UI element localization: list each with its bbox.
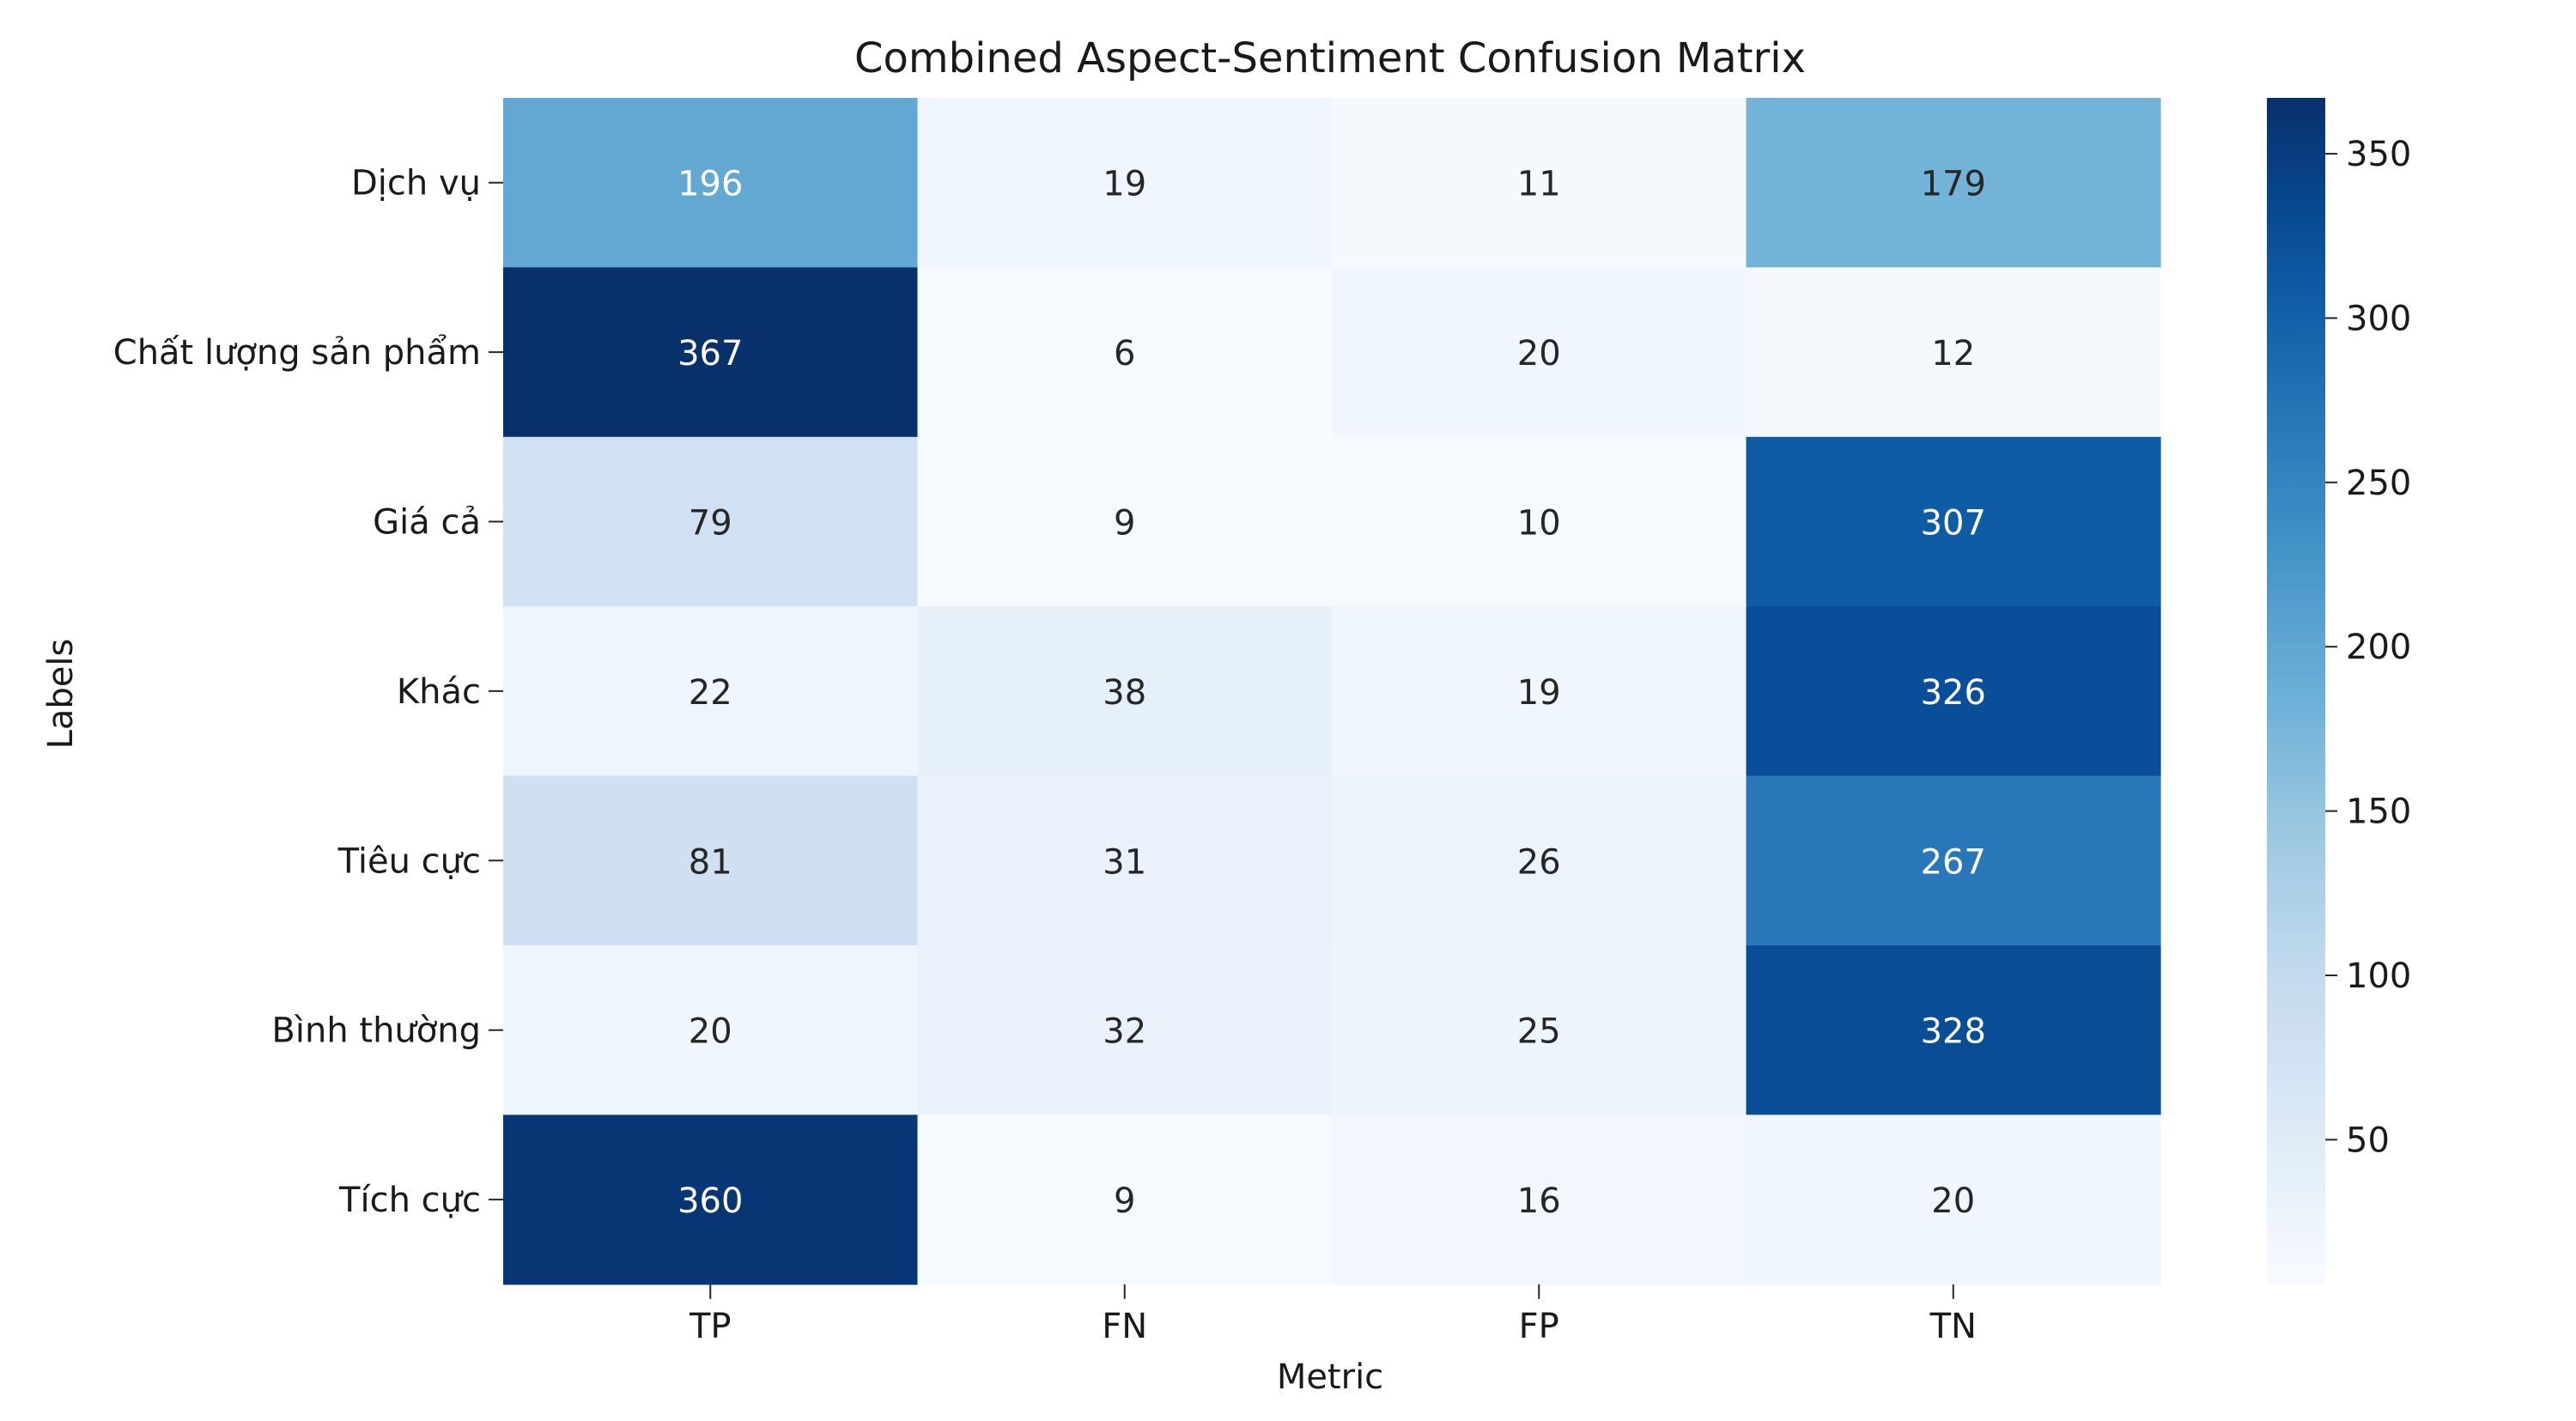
colorbar-tick-label: 200	[2346, 628, 2411, 667]
y-tick-label: Khác	[397, 672, 481, 712]
colorbar-tick-label: 100	[2346, 956, 2411, 996]
x-tick-label: FN	[1102, 1307, 1147, 1346]
cell-value-label: 38	[1103, 673, 1146, 713]
colorbar-tick-label: 300	[2346, 299, 2411, 338]
colorbar-tick-label: 350	[2346, 135, 2411, 174]
y-tick-label: Giá cả	[373, 503, 481, 543]
y-tick-label: Tích cực	[338, 1181, 481, 1220]
cell-value-label: 32	[1103, 1012, 1146, 1052]
cell-value-label: 19	[1517, 673, 1561, 713]
heatmap-cell-chất-lượng-sản-phẩm-fp	[1332, 267, 1747, 438]
cell-value-label: 79	[689, 504, 732, 544]
colorbar-tick-label: 250	[2346, 464, 2411, 503]
cell-value-label: 10	[1517, 504, 1561, 544]
cell-value-label: 20	[1931, 1181, 1975, 1221]
heatmap-cell-tích-cực-fp	[1332, 1114, 1747, 1285]
heatmap-cell-chất-lượng-sản-phẩm-fn	[917, 267, 1333, 438]
heatmap-cell-bình-thường-tp	[503, 945, 919, 1115]
cell-value-label: 22	[689, 673, 732, 713]
y-tick-label: Dịch vụ	[351, 164, 481, 203]
heatmap-cell-chất-lượng-sản-phẩm-tn	[1746, 267, 2161, 438]
cell-value-label: 9	[1114, 504, 1135, 544]
cell-value-label: 196	[677, 165, 743, 204]
heatmap-cell-bình-thường-fn	[917, 945, 1333, 1115]
heatmap-cell-tiêu-cực-fp	[1332, 775, 1747, 946]
cell-value-label: 360	[677, 1181, 743, 1221]
chart-title: Combined Aspect-Sentiment Confusion Matr…	[854, 34, 1806, 82]
heatmap-cell-tiêu-cực-fn	[917, 775, 1333, 946]
cell-value-label: 20	[1517, 334, 1561, 373]
heatmap-cell-tích-cực-tp	[503, 1114, 919, 1285]
y-axis-label: Labels	[41, 639, 81, 750]
heatmap-cell-tích-cực-fn	[917, 1114, 1333, 1285]
heatmap-cell-giá-cả-tp	[503, 436, 919, 607]
heatmap-cell-dịch-vụ-fp	[1332, 98, 1747, 268]
x-axis-label: Metric	[1277, 1357, 1383, 1397]
cell-value-label: 11	[1517, 165, 1561, 204]
heatmap-cell-dịch-vụ-tn	[1746, 98, 2161, 268]
cell-value-label: 326	[1921, 673, 1986, 713]
x-axis-ticks: TP FN FP TN	[689, 1284, 1977, 1346]
cell-value-label: 81	[689, 842, 732, 882]
cell-value-label: 19	[1103, 165, 1146, 204]
heatmap-cell-khác-fn	[917, 606, 1333, 777]
heatmap-cell-tiêu-cực-tn	[1746, 775, 2161, 946]
cell-value-label: 328	[1921, 1012, 1986, 1052]
heatmap-cell-khác-tn	[1746, 606, 2161, 777]
heatmap-cell-khác-tp	[503, 606, 919, 777]
y-tick-label: Tiêu cực	[337, 841, 481, 881]
x-tick-label: TN	[1929, 1307, 1977, 1346]
heatmap-cell-chất-lượng-sản-phẩm-tp	[503, 267, 919, 438]
cell-value-label: 367	[677, 334, 743, 373]
heatmap-cell-giá-cả-fn	[917, 436, 1333, 607]
colorbar-tick-label: 150	[2346, 792, 2411, 832]
heatmap-cell-bình-thường-tn	[1746, 945, 2161, 1115]
x-tick-label: TP	[689, 1307, 732, 1346]
cell-value-label: 26	[1517, 842, 1561, 882]
cell-value-label: 25	[1517, 1012, 1561, 1052]
heatmap-cell-khác-fp	[1332, 606, 1747, 777]
cell-value-label: 12	[1931, 334, 1975, 373]
cell-value-label: 16	[1517, 1181, 1561, 1221]
cell-value-label: 267	[1921, 842, 1986, 882]
cell-value-label: 307	[1921, 504, 1986, 544]
y-tick-label: Chất lượng sản phẩm	[113, 333, 481, 373]
colorbar-tick-label: 50	[2346, 1120, 2390, 1160]
y-axis-ticks: Dịch vụ Chất lượng sản phẩm Giá cả Khác Tiêu…	[113, 164, 503, 1220]
heatmap-cells	[503, 98, 2161, 1285]
x-tick-label: FP	[1519, 1307, 1559, 1346]
cell-value-label: 31	[1103, 842, 1146, 882]
cell-value-label: 179	[1921, 165, 1986, 204]
heatmap-cell-bình-thường-fp	[1332, 945, 1747, 1115]
heatmap-cell-giá-cả-tn	[1746, 436, 2161, 607]
heatmap-cell-tích-cực-tn	[1746, 1114, 2161, 1285]
y-tick-label: Bình thường	[271, 1011, 481, 1051]
heatmap-cell-giá-cả-fp	[1332, 436, 1747, 607]
heatmap-cell-tiêu-cực-tp	[503, 775, 919, 946]
cell-value-label: 6	[1114, 334, 1135, 373]
cell-value-label: 9	[1114, 1181, 1135, 1221]
heatmap-cell-labels: 196 19 11 179 367 6 20 12 79 9 10 307 22 38 19 326 81 31 2…	[677, 165, 1986, 1221]
colorbar: 50 100 150 200 250 300 350	[2267, 98, 2411, 1284]
heatmap-cell-dịch-vụ-tp	[503, 98, 919, 268]
colorbar-gradient	[2267, 98, 2325, 1284]
cell-value-label: 20	[689, 1012, 732, 1052]
heatmap-cell-dịch-vụ-fn	[917, 98, 1333, 268]
